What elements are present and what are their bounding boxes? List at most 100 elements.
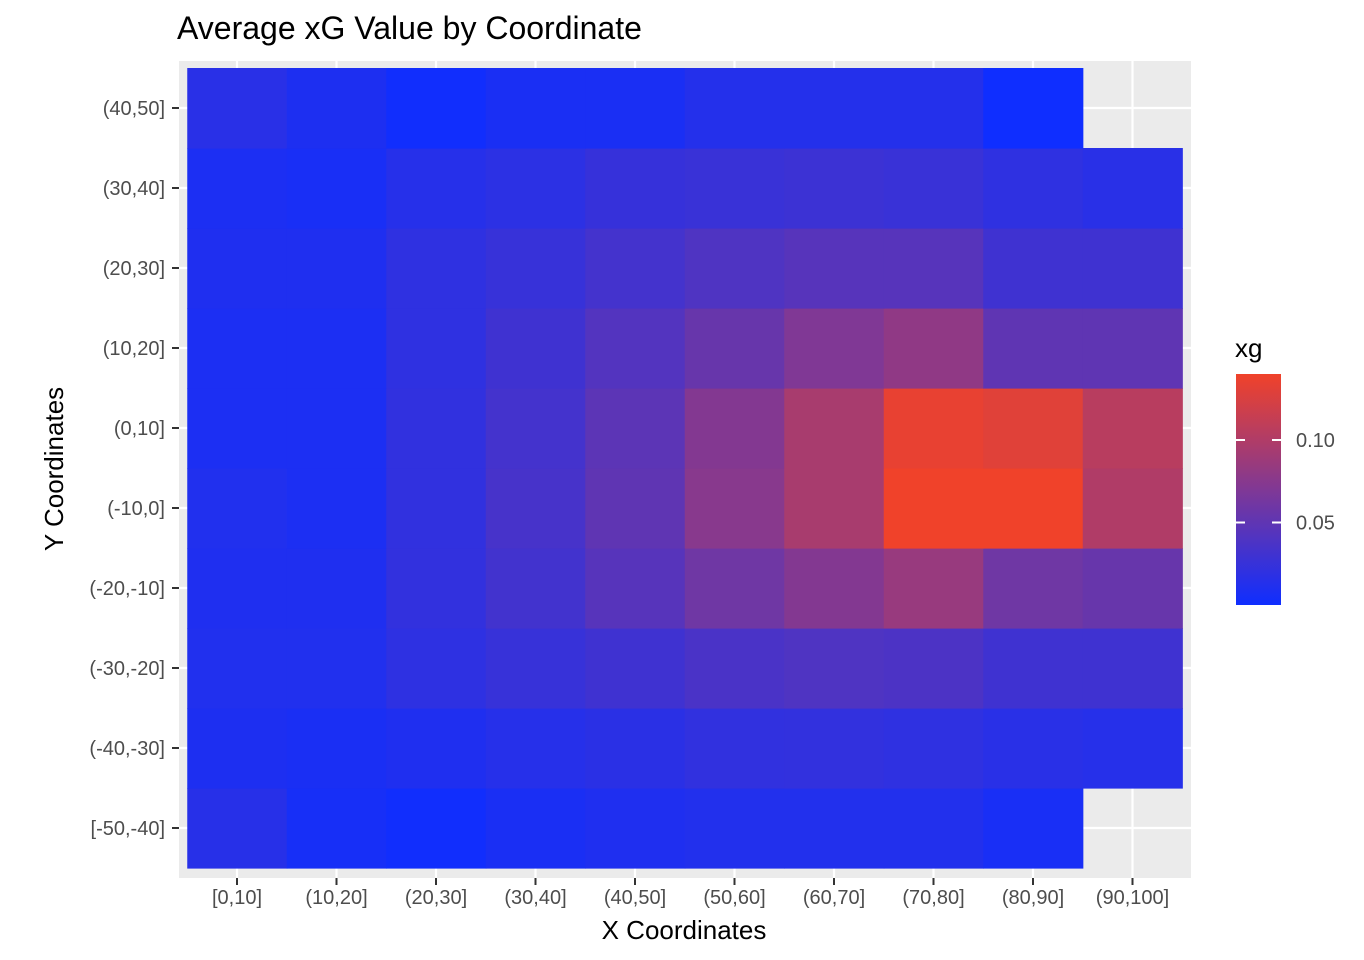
heatmap-cell	[286, 628, 387, 709]
heatmap-cell	[684, 468, 785, 549]
heatmap-cell	[485, 708, 586, 789]
heatmap-cell	[286, 708, 387, 789]
x-axis-title: X Coordinates	[602, 915, 767, 945]
x-tick-label: (50,60]	[703, 887, 765, 909]
heatmap-cell	[286, 548, 387, 629]
heatmap-cell	[983, 68, 1084, 149]
heatmap-cell	[386, 68, 487, 149]
x-tick-label: (60,70]	[803, 887, 865, 909]
x-tick-label: (10,20]	[305, 887, 367, 909]
heatmap-cell	[286, 308, 387, 389]
heatmap-cell	[386, 148, 487, 229]
heatmap-cell	[187, 148, 288, 229]
plot-panel	[179, 61, 1191, 878]
heatmap-cell	[585, 148, 686, 229]
heatmap-cell	[784, 228, 885, 309]
x-tick-label: (80,90]	[1002, 887, 1064, 909]
heatmap-cell	[485, 788, 586, 869]
legend-tick-label: 0.10	[1296, 430, 1335, 452]
legend-colorbar	[1236, 374, 1281, 605]
y-tick-label: (0,10]	[114, 418, 165, 440]
heatmap-cell	[286, 468, 387, 549]
heatmap-cell	[585, 228, 686, 309]
x-tick-label: (90,100]	[1096, 887, 1169, 909]
heatmap-cell	[883, 788, 984, 869]
heatmap-cell	[784, 548, 885, 629]
heatmap-cell	[485, 148, 586, 229]
heatmap-cell	[1082, 708, 1183, 789]
heatmap-cell	[386, 468, 487, 549]
heatmap-cell	[684, 628, 785, 709]
heatmap-cell	[1082, 308, 1183, 389]
heatmap-cell	[1082, 228, 1183, 309]
legend-title: xg	[1235, 333, 1262, 363]
heatmap-cell	[485, 228, 586, 309]
heatmap-cell	[386, 228, 487, 309]
heatmap-cell	[983, 308, 1084, 389]
heatmap-cell	[1082, 628, 1183, 709]
heatmap-cell	[286, 148, 387, 229]
heatmap-cell	[983, 628, 1084, 709]
heatmap-cell	[784, 708, 885, 789]
heatmap-cell	[187, 308, 288, 389]
heatmap-cell	[386, 708, 487, 789]
heatmap-cell	[386, 628, 487, 709]
heatmap-cell	[684, 148, 785, 229]
heatmap-cell	[983, 148, 1084, 229]
heatmap-cell	[187, 708, 288, 789]
heatmap-cell	[983, 228, 1084, 309]
y-axis: [-50,-40] (-40,-30] (-30,-20] (-20,-10] (-10…	[89, 98, 179, 840]
y-tick-label: (30,40]	[103, 178, 165, 200]
heatmap-cell	[883, 548, 984, 629]
heatmap-cell	[883, 468, 984, 549]
legend-ticks: 0.05 0.10	[1236, 430, 1335, 535]
y-tick-label: (40,50]	[103, 98, 165, 120]
heatmap-cell	[485, 468, 586, 549]
heatmap-cell	[983, 788, 1084, 869]
heatmap-cell	[883, 308, 984, 389]
heatmap-cell	[983, 388, 1084, 469]
heatmap-cell	[286, 68, 387, 149]
y-tick-label: (10,20]	[103, 338, 165, 360]
heatmap-cell	[585, 788, 686, 869]
heatmap-cell	[187, 468, 288, 549]
chart-title: Average xG Value by Coordinate	[177, 10, 642, 46]
heatmap-cell	[1082, 548, 1183, 629]
heatmap-cell	[684, 388, 785, 469]
heatmap-cell	[1082, 468, 1183, 549]
heatmap-cell	[684, 708, 785, 789]
x-tick-label: [0,10]	[212, 887, 262, 909]
heatmap-cell	[883, 68, 984, 149]
heatmap-cell	[784, 468, 885, 549]
heatmap-cell	[585, 68, 686, 149]
heatmap-cell	[187, 548, 288, 629]
x-tick-label: (20,30]	[405, 887, 467, 909]
heatmap-cell	[1082, 388, 1183, 469]
heatmap-cell	[784, 388, 885, 469]
heatmap-cell	[684, 228, 785, 309]
heatmap-cell	[386, 388, 487, 469]
heatmap-cell	[585, 708, 686, 789]
heatmap-cell	[386, 548, 487, 629]
x-tick-label: (30,40]	[504, 887, 566, 909]
heatmap-cell	[983, 548, 1084, 629]
heatmap-cell	[585, 388, 686, 469]
x-axis: [0,10] (10,20] (20,30] (30,40] (40,50] (50,60…	[212, 878, 1169, 909]
heatmap-cell	[684, 788, 785, 869]
heatmap-cell	[784, 788, 885, 869]
y-tick-label: (-40,-30]	[89, 738, 165, 760]
legend-tick-label: 0.05	[1296, 513, 1335, 535]
heatmap-cell	[684, 548, 785, 629]
heatmap-cell	[187, 228, 288, 309]
heatmap-cell	[386, 308, 487, 389]
heatmap-cell	[485, 308, 586, 389]
y-tick-label: [-50,-40]	[91, 818, 165, 840]
heatmap-cell	[585, 548, 686, 629]
heatmap-cell	[983, 468, 1084, 549]
heatmap-cell	[386, 788, 487, 869]
heatmap-cell	[883, 228, 984, 309]
heatmap-cell	[187, 68, 288, 149]
heatmap-cell	[585, 308, 686, 389]
heatmap-cell	[784, 308, 885, 389]
heatmap-cell	[883, 388, 984, 469]
